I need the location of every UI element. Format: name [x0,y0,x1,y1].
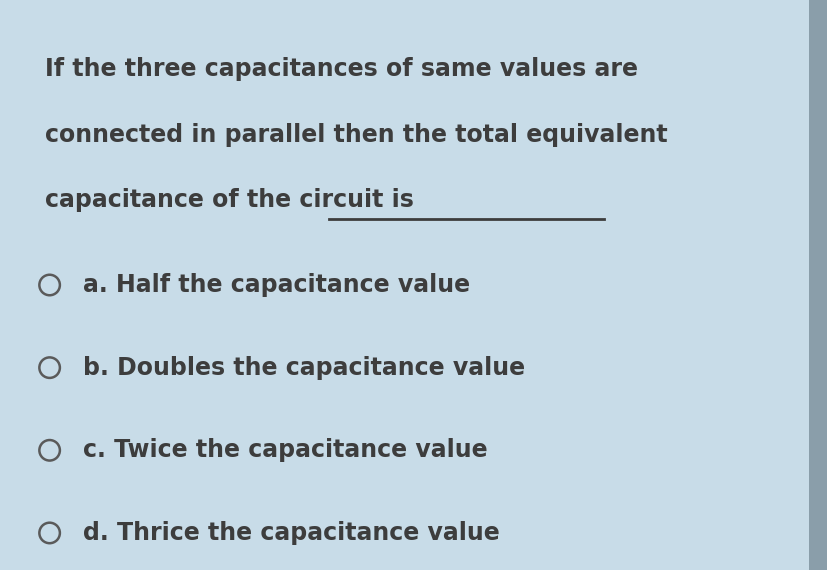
Text: capacitance of the circuit is: capacitance of the circuit is [45,188,423,212]
Text: If the three capacitances of same values are: If the three capacitances of same values… [45,57,638,81]
FancyBboxPatch shape [809,0,827,570]
Text: d. Thrice the capacitance value: d. Thrice the capacitance value [83,521,500,545]
Text: connected in parallel then the total equivalent: connected in parallel then the total equ… [45,123,668,146]
Text: a. Half the capacitance value: a. Half the capacitance value [83,273,470,297]
Text: c. Twice the capacitance value: c. Twice the capacitance value [83,438,487,462]
Text: b. Doubles the capacitance value: b. Doubles the capacitance value [83,356,525,380]
